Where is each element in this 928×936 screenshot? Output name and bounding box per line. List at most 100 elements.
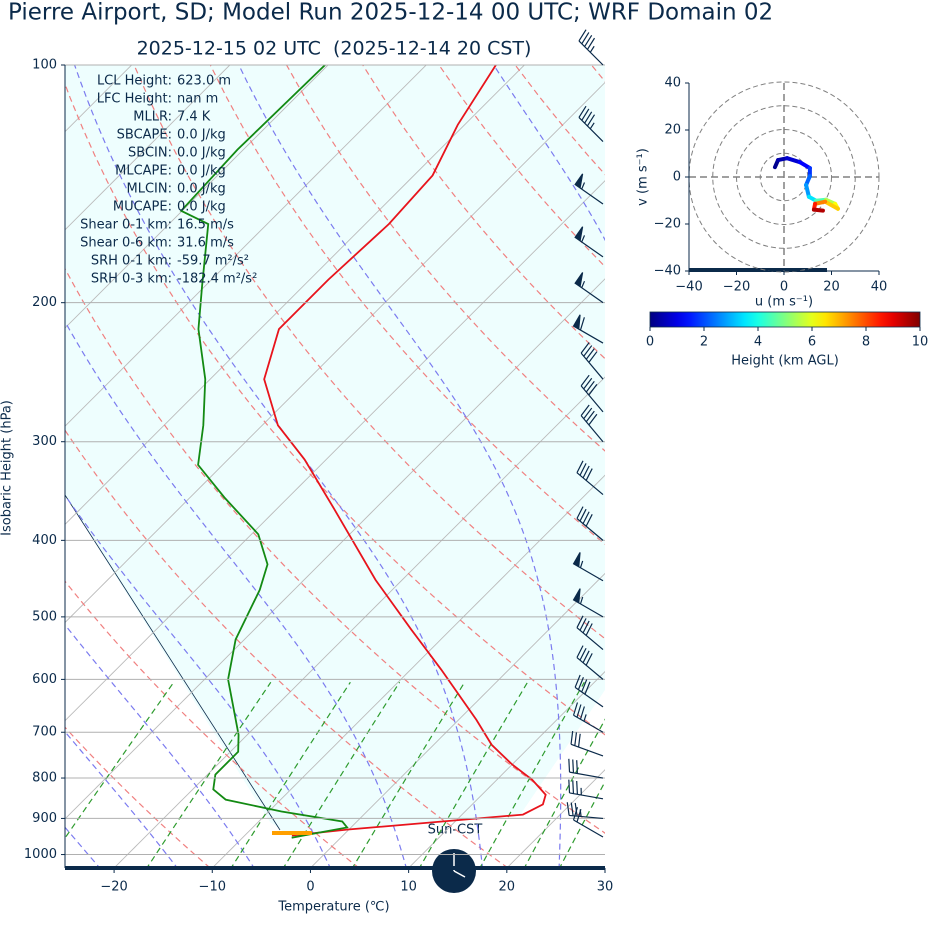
- isotherm: [65, 180, 605, 722]
- colorbar-tick-label: 2: [700, 335, 708, 350]
- mixing-ratio-line: [282, 681, 401, 868]
- wind-barb: [580, 342, 604, 380]
- parameter-value: 0.0 J/kg: [177, 182, 226, 197]
- isotherm: [65, 65, 427, 427]
- wind-barb: [568, 758, 604, 779]
- x-tick-label: 0: [780, 280, 788, 295]
- hodo-y-label: v (m s⁻¹): [636, 148, 651, 206]
- mixing-ratio-line: [230, 681, 351, 868]
- x-tick-label: −20: [723, 280, 750, 295]
- moist-adiabat: [65, 494, 331, 868]
- colorbar-tick-label: 6: [808, 335, 816, 350]
- moist-adiabat: [74, 65, 484, 868]
- hodograph-segment: [804, 182, 811, 199]
- y-tick-label: 700: [32, 725, 57, 740]
- mixing-ratio-line: [558, 780, 605, 868]
- wind-barb: [580, 404, 604, 443]
- mixing-ratio-line: [65, 681, 175, 840]
- colorbar-tick-label: 8: [862, 335, 870, 350]
- y-tick-label: −20: [654, 217, 681, 232]
- y-tick-label: 40: [664, 76, 681, 91]
- y-tick-label: 500: [32, 609, 57, 624]
- y-tick-label: 400: [32, 533, 57, 548]
- x-tick-label: −20: [100, 880, 127, 895]
- isotherm: [211, 474, 605, 868]
- dry-adiabat: [209, 65, 605, 545]
- parameter-label: SRH 0-3 km:: [91, 272, 172, 287]
- y-tick-label: 600: [32, 672, 57, 687]
- y-tick-label: 100: [32, 58, 57, 73]
- colorbar-tick-label: 4: [754, 335, 762, 350]
- hodograph-segment: [823, 199, 840, 211]
- annotation: Sun-CST: [428, 823, 483, 838]
- parameter-value: -59.7 m²/s²: [177, 254, 249, 269]
- y-axis-label: Isobaric Height (hPa): [0, 400, 15, 536]
- parameter-value: 31.6 m/s: [177, 236, 234, 251]
- parameter-label: MLCIN:: [127, 182, 172, 197]
- wind-barb: [574, 226, 604, 258]
- moist-adiabat: [238, 65, 562, 868]
- isotherm: [65, 81, 605, 624]
- isotherm: [604, 867, 605, 868]
- x-tick-label: 20: [499, 880, 516, 895]
- y-tick-label: 900: [32, 811, 57, 826]
- parameter-value: 0.0 J/kg: [177, 128, 226, 143]
- moist-adiabat: [65, 623, 255, 868]
- mixing-ratio-line: [523, 718, 605, 868]
- parameter-label: MLCAPE:: [115, 164, 172, 179]
- hodo-x-label: u (m s⁻¹): [755, 295, 813, 310]
- parameter-value: nan m: [177, 92, 218, 107]
- wind-barb: [580, 374, 604, 413]
- colorbar-tick-label: 10: [912, 335, 928, 350]
- parameter-label: LFC Height:: [97, 92, 172, 107]
- moist-adiabat: [65, 320, 407, 868]
- dry-adiabat: [65, 82, 605, 736]
- chart-title: Pierre Airport, SD; Model Run 2025-12-14…: [8, 0, 773, 26]
- parameter-value: 16.5 m/s: [177, 218, 234, 233]
- wind-barb: [576, 460, 604, 496]
- y-tick-label: 20: [664, 123, 681, 138]
- parameter-label: MUCAPE:: [113, 200, 172, 215]
- dry-adiabat: [820, 65, 928, 868]
- isotherm: [310, 572, 605, 868]
- y-tick-label: 1000: [24, 847, 57, 862]
- y-tick-label: 300: [32, 434, 57, 449]
- parameter-label: Shear 0-1 km:: [80, 218, 172, 233]
- y-tick-label: 0: [673, 170, 681, 185]
- colorbar-tick-label: 0: [646, 335, 654, 350]
- dry-adiabat: [744, 65, 928, 868]
- profile-line: [179, 65, 349, 839]
- dry-adiabat: [65, 429, 509, 868]
- x-tick-label: 40: [871, 280, 888, 295]
- x-tick-label: 20: [823, 280, 840, 295]
- x-tick-label: 0: [306, 880, 314, 895]
- parameter-label: SRH 0-1 km:: [91, 254, 172, 269]
- parameter-value: 0.0 J/kg: [177, 146, 226, 161]
- wind-barb: [576, 615, 604, 651]
- dry-adiabat: [286, 65, 605, 452]
- wind-barb: [578, 29, 604, 66]
- wind-barb: [574, 272, 604, 304]
- wind-barb: [576, 506, 604, 541]
- mixing-ratio-line: [418, 681, 529, 868]
- parameter-value: 7.4 K: [177, 110, 211, 125]
- isotherm: [408, 670, 605, 868]
- plot-area: [65, 65, 928, 868]
- isotherm: [65, 278, 605, 820]
- y-tick-label: −40: [654, 264, 681, 279]
- mixing-ratio-line: [351, 681, 466, 868]
- x-tick-label: 30: [597, 880, 614, 895]
- y-tick-label: 200: [32, 295, 57, 310]
- wind-barb: [578, 105, 604, 142]
- x-tick-label: −10: [199, 880, 226, 895]
- wind-barb: [576, 645, 604, 680]
- parameter-label: SBCIN:: [128, 146, 172, 161]
- parameter-value: 623.0 m: [177, 74, 231, 89]
- dry-adiabat: [65, 580, 360, 868]
- x-tick-label: 10: [400, 880, 417, 895]
- parcel-profile: [64, 494, 281, 831]
- wind-barb: [572, 552, 604, 582]
- colorbar-label: Height (km AGL): [731, 354, 839, 369]
- wind-barb: [566, 802, 604, 820]
